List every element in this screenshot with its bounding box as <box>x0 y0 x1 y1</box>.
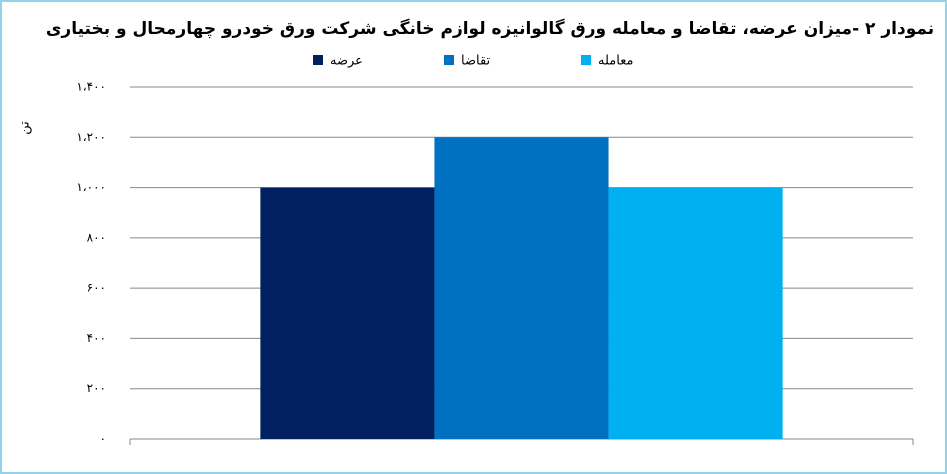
legend-label: تقاضا <box>461 54 491 69</box>
legend-label: عرضه <box>330 54 363 69</box>
y-tick-label: ۱،۴۰۰ <box>76 80 106 94</box>
y-tick-label: ۲۰۰ <box>87 381 106 395</box>
bar <box>608 187 783 439</box>
bar <box>434 137 609 440</box>
chart-title: نمودار ۲ -میزان عرضه، تقاضا و معامله ورق… <box>46 18 934 39</box>
y-axis-label: تن <box>18 121 33 135</box>
legend-swatch <box>313 55 323 65</box>
y-tick-label: ۰ <box>100 432 106 446</box>
y-tick-label: ۱،۲۰۰ <box>76 130 106 144</box>
legend-swatch <box>581 55 591 65</box>
bar <box>260 187 435 439</box>
y-tick-label: ۸۰۰ <box>87 230 106 244</box>
y-tick-label: ۶۰۰ <box>87 281 106 295</box>
legend-label: معامله <box>598 54 633 69</box>
y-tick-label: ۴۰۰ <box>87 331 106 345</box>
legend-swatch <box>444 55 454 65</box>
y-tick-label: ۱،۰۰۰ <box>76 180 106 194</box>
